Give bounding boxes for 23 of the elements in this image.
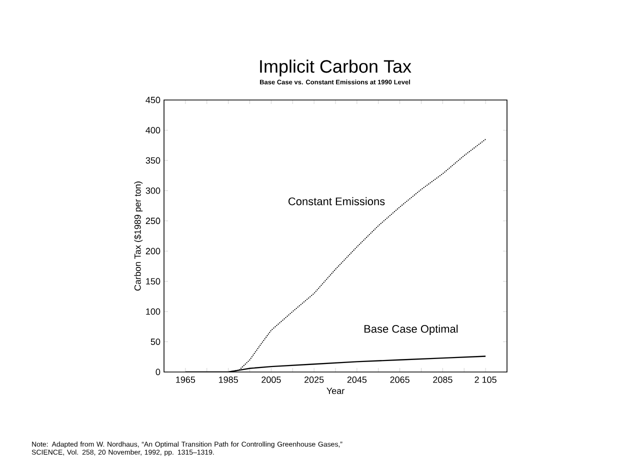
y-tick-label: 450: [146, 96, 160, 103]
y-tick-label: 100: [146, 308, 160, 315]
x-tick-label: 2 105: [474, 376, 496, 383]
series-label: Constant Emissions: [288, 196, 385, 206]
y-axis-title: Carbon Tax ($1989 per ton): [134, 181, 143, 290]
x-tick-label: 2085: [433, 376, 452, 383]
y-tick-label: 300: [146, 187, 160, 194]
x-tick-label: 1965: [176, 376, 196, 383]
y-tick-label: 400: [146, 126, 160, 134]
x-tick-label: 2045: [347, 376, 367, 383]
y-tick-label: 0: [156, 368, 160, 375]
x-tick-label: 2005: [262, 376, 281, 383]
y-tick-label: 150: [146, 278, 160, 284]
x-tick-label: 2025: [304, 376, 324, 383]
x-axis-title: Year: [326, 388, 344, 394]
x-tick-label: 2065: [390, 376, 410, 383]
y-tick-label: 200: [146, 248, 160, 254]
text: Base Case Optimal: [364, 324, 458, 335]
x-tick-label: 1985: [218, 376, 238, 383]
y-tick-label: 250: [146, 218, 160, 224]
chart-title: Implicit Carbon Tax: [260, 59, 412, 76]
y-tick-label: 50: [150, 338, 160, 345]
y-tick-label: 350: [146, 157, 160, 164]
